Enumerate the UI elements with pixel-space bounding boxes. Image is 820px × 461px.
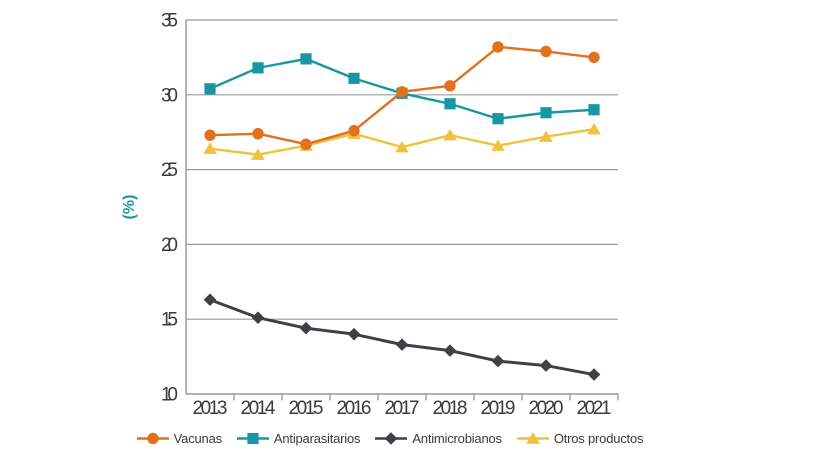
chart-legend: Vacunas Antiparasitarios Antimicrobianos Ot… [70,423,710,453]
legend-item-otros-productos: Otros productos [516,430,644,446]
x-tick-label-2013: 2013 [193,398,228,419]
data-point-vacunas-2018 [444,80,456,92]
data-point-otros-productos-2021 [587,123,601,135]
data-point-antimicrobianos-2018 [443,344,457,357]
data-point-vacunas-2017 [396,86,408,98]
data-point-otros-productos-2014 [251,148,265,160]
data-point-antiparasitarios-2015 [300,53,312,65]
legend-item-antimicrobianos: Antimicrobianos [375,431,502,446]
legend-item-vacunas: Vacunas [136,430,222,446]
data-point-antiparasitarios-2014 [252,62,264,74]
legend-item-antiparasitarios: Antiparasitarios [236,430,361,446]
legend-label-antimicrobianos: Antimicrobianos [412,430,502,446]
data-point-vacunas-2016 [348,125,360,137]
series-antimicrobianos [203,293,601,381]
data-point-otros-productos-2020 [539,130,553,142]
legend-marker-vacunas [146,432,159,444]
legend-circle-icon [136,432,169,444]
legend-label-antiparasitarios: Antiparasitarios [273,430,361,446]
data-point-vacunas-2014 [252,127,264,140]
data-point-antiparasitarios-2018 [444,98,456,110]
y-tick-label-30: 30 [161,85,178,106]
data-point-antiparasitarios-2016 [348,72,360,84]
series-otros-productos [203,123,601,160]
data-point-otros-productos-2013 [203,142,217,154]
x-tick-label-2017: 2017 [385,398,420,419]
data-point-antimicrobianos-2019 [491,354,505,368]
data-point-antimicrobianos-2020 [539,359,553,372]
data-point-antimicrobianos-2015 [299,321,313,335]
data-point-vacunas-2019 [492,41,504,53]
x-tick-label-2016: 2016 [337,398,372,419]
data-point-antimicrobianos-2013 [203,293,217,307]
data-point-vacunas-2021 [588,51,600,64]
legend-marker-otros-productos [526,431,540,444]
legend-marker-antimicrobianos [385,431,398,445]
data-point-antimicrobianos-2016 [347,327,361,341]
data-point-otros-productos-2018 [443,128,457,141]
x-tick-label-2020: 2020 [529,398,564,419]
data-point-vacunas-2015 [300,138,312,150]
y-tick-label-25: 25 [161,160,178,181]
data-point-antiparasitarios-2021 [588,104,600,116]
line-chart: 10 15 20 25 30 35 2013 2014 2015 2016 2017 2018 2019… [121,11,619,419]
legend-triangle-icon [516,431,549,444]
data-point-vacunas-2013 [204,129,216,141]
data-point-antimicrobianos-2017 [395,338,409,351]
x-tick-label-2021: 2021 [577,398,612,419]
data-point-antiparasitarios-2013 [204,83,216,95]
data-point-antiparasitarios-2020 [540,107,552,119]
x-tick-label-2018: 2018 [433,398,468,419]
x-tick-label-2019: 2019 [481,398,516,419]
x-tick-label-2015: 2015 [289,398,324,419]
data-point-antiparasitarios-2019 [492,113,504,125]
y-tick-label-10: 10 [161,385,178,406]
legend-label-vacunas: Vacunas [173,430,222,446]
x-tick-label-2014: 2014 [241,398,276,419]
legend-label-otros-productos: Otros productos [553,430,644,446]
y-tick-label-15: 15 [161,310,178,331]
data-point-vacunas-2020 [540,45,552,58]
data-point-otros-productos-2017 [395,140,409,153]
series-vacunas [204,41,600,150]
data-point-otros-productos-2019 [491,139,505,151]
data-point-antimicrobianos-2021 [587,368,601,381]
y-tick-label-20: 20 [161,235,178,256]
series-line-antimicrobianos [209,298,595,377]
y-tick-label-35: 35 [161,11,178,32]
legend-marker-antiparasitarios [247,432,259,444]
y-axis-label: (%) [121,195,138,220]
legend-square-icon [236,432,269,444]
legend-diamond-icon [375,431,408,445]
data-point-antimicrobianos-2014 [251,311,265,325]
